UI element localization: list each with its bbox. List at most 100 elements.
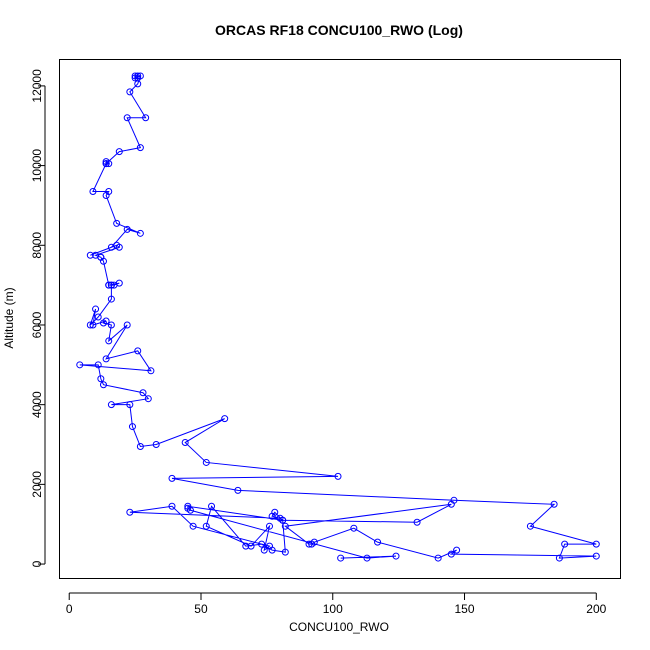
data-point (234, 486, 242, 494)
data-point (123, 321, 131, 329)
data-point (189, 522, 197, 530)
data-point (526, 522, 534, 530)
data-point (281, 522, 289, 530)
data-point (447, 500, 455, 508)
data-point (186, 506, 194, 514)
data-point (221, 415, 229, 423)
data-point (434, 554, 442, 562)
data-point (102, 191, 110, 199)
data-point (136, 443, 144, 451)
data-point (86, 321, 94, 329)
data-point (86, 251, 94, 259)
data-point (350, 524, 358, 532)
data-point (102, 355, 110, 363)
data-point (89, 187, 97, 195)
data-point (123, 114, 131, 122)
data-point (126, 401, 134, 409)
data-point (105, 337, 113, 345)
data-point (107, 401, 115, 409)
y-axis-label: Altitude (m) (2, 287, 16, 348)
data-point (76, 361, 84, 369)
data-point (99, 381, 107, 389)
data-point (97, 375, 105, 383)
data-point (152, 441, 160, 449)
y-tick-label: 12000 (30, 69, 44, 103)
data-point (392, 552, 400, 560)
data-point (107, 321, 115, 329)
x-axis: 0 50 100 150 200 (66, 592, 607, 616)
data-point (134, 347, 142, 355)
data-point (413, 518, 421, 526)
data-point (592, 540, 600, 548)
data-point (89, 321, 97, 329)
data-point (268, 512, 276, 520)
data-point (279, 516, 287, 524)
data-point (107, 295, 115, 303)
data-point (102, 160, 110, 168)
data-point (107, 281, 115, 289)
data-point (374, 538, 382, 546)
y-tick-label: 8000 (30, 232, 44, 259)
plot-frame (59, 59, 621, 579)
data-point (136, 72, 144, 80)
x-tick-label: 0 (66, 602, 73, 616)
data-point (337, 554, 345, 562)
data-point (334, 472, 342, 480)
x-axis-label: CONCU100_RWO (289, 620, 389, 634)
data-point (308, 540, 316, 548)
data-point (92, 305, 100, 313)
data-point (168, 474, 176, 482)
plot-series (76, 72, 600, 562)
data-point (105, 281, 113, 289)
data-point (202, 522, 210, 530)
data-point (266, 522, 274, 530)
data-point (550, 500, 558, 508)
data-point (136, 229, 144, 237)
data-point (147, 367, 155, 375)
data-point (99, 257, 107, 265)
x-tick-label: 200 (586, 602, 606, 616)
data-point (144, 395, 152, 403)
data-point (115, 279, 123, 287)
data-point (128, 423, 136, 431)
y-tick-label: 2000 (30, 471, 44, 498)
data-point (168, 502, 176, 510)
data-point (555, 554, 563, 562)
data-point (561, 540, 569, 548)
data-point (305, 540, 313, 548)
data-point (447, 550, 455, 558)
data-point (115, 148, 123, 156)
data-point (136, 144, 144, 152)
data-point (123, 225, 131, 233)
data-point (247, 542, 255, 550)
data-point (99, 319, 107, 327)
data-point (134, 80, 142, 88)
data-point (258, 540, 266, 548)
data-point (105, 160, 113, 168)
data-point (139, 389, 147, 397)
y-tick-label: 6000 (30, 311, 44, 338)
y-tick-label: 10000 (30, 149, 44, 183)
data-point (115, 243, 123, 251)
data-point (242, 542, 250, 550)
data-point (260, 546, 268, 554)
x-tick-label: 50 (194, 602, 208, 616)
x-tick-label: 150 (455, 602, 475, 616)
data-point (592, 552, 600, 560)
chart-title: ORCAS RF18 CONCU100_RWO (Log) (215, 22, 463, 38)
data-point (126, 88, 134, 96)
y-tick-label: 4000 (30, 391, 44, 418)
y-axis: 0 2000 4000 6000 8000 10000 12000 (30, 69, 46, 567)
data-point (268, 546, 276, 554)
x-tick-label: 100 (323, 602, 343, 616)
series-line (79, 74, 597, 559)
y-tick-label: 0 (30, 560, 44, 567)
data-point (142, 114, 150, 122)
data-point (94, 361, 102, 369)
data-point (94, 313, 102, 321)
data-point (208, 502, 216, 510)
data-point (363, 554, 371, 562)
data-point (113, 219, 121, 227)
data-point (126, 508, 134, 516)
